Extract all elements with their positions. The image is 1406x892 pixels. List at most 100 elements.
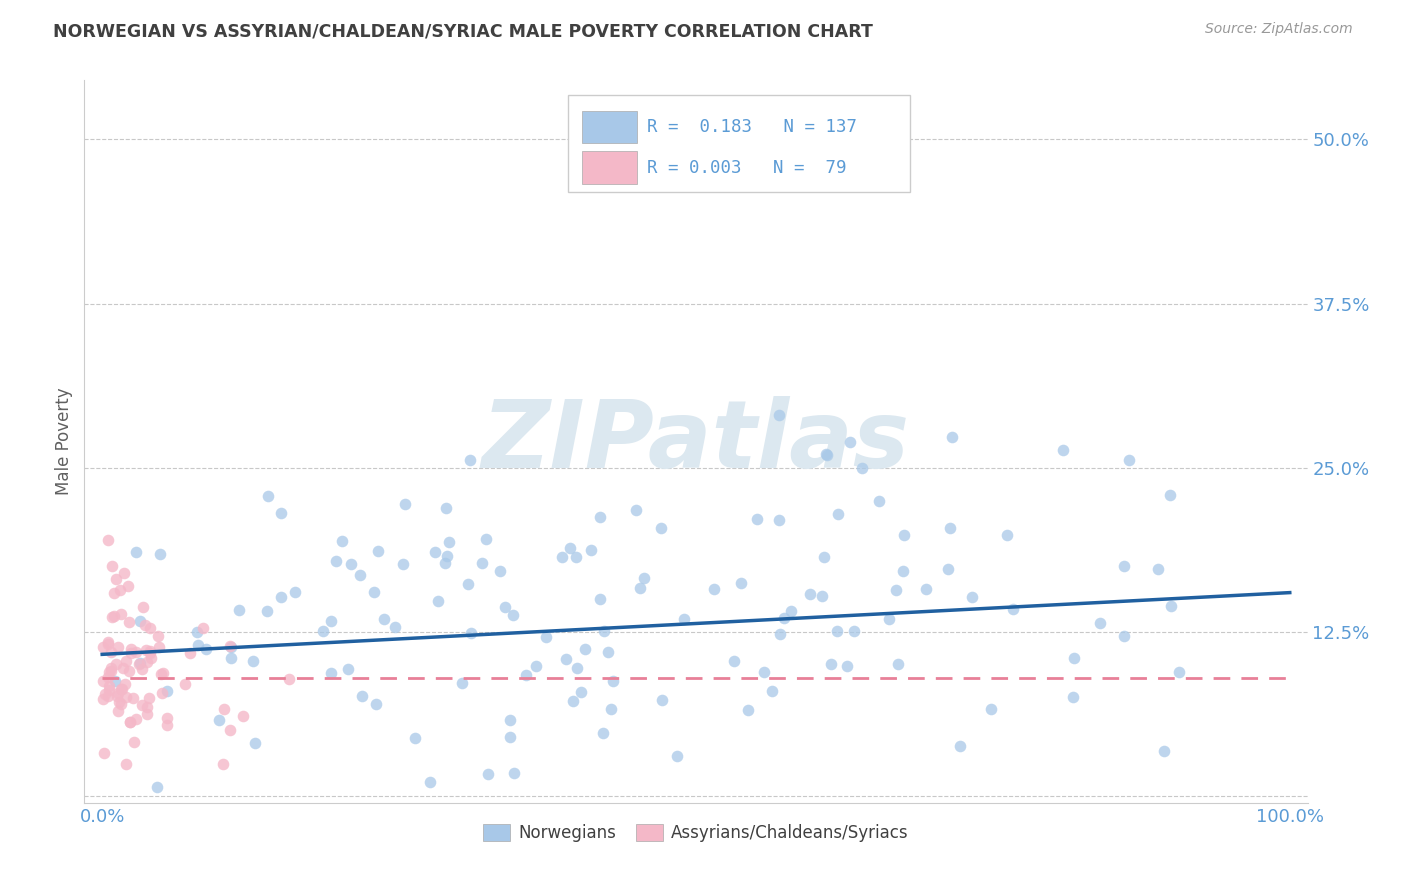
Text: Source: ZipAtlas.com: Source: ZipAtlas.com xyxy=(1205,22,1353,37)
Point xyxy=(703,582,725,597)
Point xyxy=(938,562,960,576)
Point xyxy=(111,661,134,675)
Point xyxy=(110,681,132,696)
Point xyxy=(150,686,173,700)
FancyBboxPatch shape xyxy=(582,111,637,143)
Point xyxy=(915,582,938,597)
Point xyxy=(325,554,347,568)
Point xyxy=(827,507,849,521)
Point xyxy=(156,683,179,698)
Point xyxy=(815,448,838,462)
Point xyxy=(1160,599,1182,613)
Point xyxy=(148,640,170,654)
Point xyxy=(980,702,1002,716)
Point xyxy=(156,718,179,732)
Point xyxy=(93,687,115,701)
Point xyxy=(100,661,122,675)
Point xyxy=(146,629,169,643)
Point xyxy=(312,624,335,639)
Point xyxy=(868,494,890,508)
Point xyxy=(91,692,114,706)
Point xyxy=(851,460,873,475)
Point xyxy=(149,548,172,562)
Point xyxy=(515,668,537,682)
Point xyxy=(558,541,581,555)
Point xyxy=(626,502,648,516)
Point xyxy=(1063,650,1085,665)
Point xyxy=(1088,615,1111,630)
Point xyxy=(650,521,672,535)
Point xyxy=(474,532,496,546)
Point xyxy=(135,699,157,714)
Point xyxy=(404,731,426,746)
Point xyxy=(827,624,849,638)
Point xyxy=(489,564,512,578)
Point xyxy=(330,534,353,549)
Point xyxy=(569,685,592,699)
Point xyxy=(1112,559,1135,574)
Point xyxy=(451,676,474,690)
Point xyxy=(337,662,360,676)
Point xyxy=(114,677,136,691)
Point xyxy=(218,639,240,653)
Point xyxy=(104,657,127,671)
Point xyxy=(471,556,494,570)
Point xyxy=(562,694,585,708)
Point xyxy=(879,612,901,626)
Point xyxy=(107,640,129,654)
Point xyxy=(214,701,236,715)
Point xyxy=(228,603,250,617)
Text: ZIPatlas: ZIPatlas xyxy=(482,395,910,488)
Point xyxy=(747,511,769,525)
Point xyxy=(384,620,406,634)
Point xyxy=(349,567,371,582)
Point xyxy=(107,704,129,718)
Point xyxy=(433,557,456,571)
Point xyxy=(875,132,897,146)
Point xyxy=(803,106,825,120)
Point xyxy=(1001,602,1024,616)
Point xyxy=(284,585,307,599)
Point xyxy=(115,654,138,668)
Point xyxy=(768,409,790,423)
Point xyxy=(97,635,120,649)
Point xyxy=(212,757,235,772)
Point xyxy=(132,599,155,614)
Point xyxy=(820,657,842,672)
Point xyxy=(194,642,217,657)
Point xyxy=(941,430,963,444)
Point xyxy=(780,604,803,618)
Point xyxy=(108,583,131,598)
Point xyxy=(128,657,150,672)
Point xyxy=(887,657,910,672)
Point xyxy=(593,624,616,638)
Point xyxy=(494,599,516,614)
Point xyxy=(97,670,120,684)
Point xyxy=(105,573,128,587)
Point xyxy=(138,691,160,706)
Point xyxy=(152,666,174,681)
Point xyxy=(602,674,624,689)
Point xyxy=(555,652,578,666)
Point xyxy=(723,654,745,668)
Point xyxy=(219,650,242,665)
Point xyxy=(628,581,651,595)
Point xyxy=(366,697,388,711)
Point xyxy=(811,590,834,604)
Point xyxy=(939,521,962,535)
Point xyxy=(97,689,120,703)
Point xyxy=(125,712,148,726)
Point xyxy=(256,604,278,618)
Point xyxy=(499,714,522,728)
Point xyxy=(115,756,138,771)
Point xyxy=(100,665,122,679)
Point xyxy=(893,528,915,542)
Point xyxy=(97,679,120,693)
Point xyxy=(589,592,612,607)
Point xyxy=(270,506,292,520)
Point xyxy=(219,723,242,737)
Point xyxy=(813,550,835,565)
Point xyxy=(243,736,266,750)
Point xyxy=(394,497,416,511)
Point xyxy=(350,689,373,703)
